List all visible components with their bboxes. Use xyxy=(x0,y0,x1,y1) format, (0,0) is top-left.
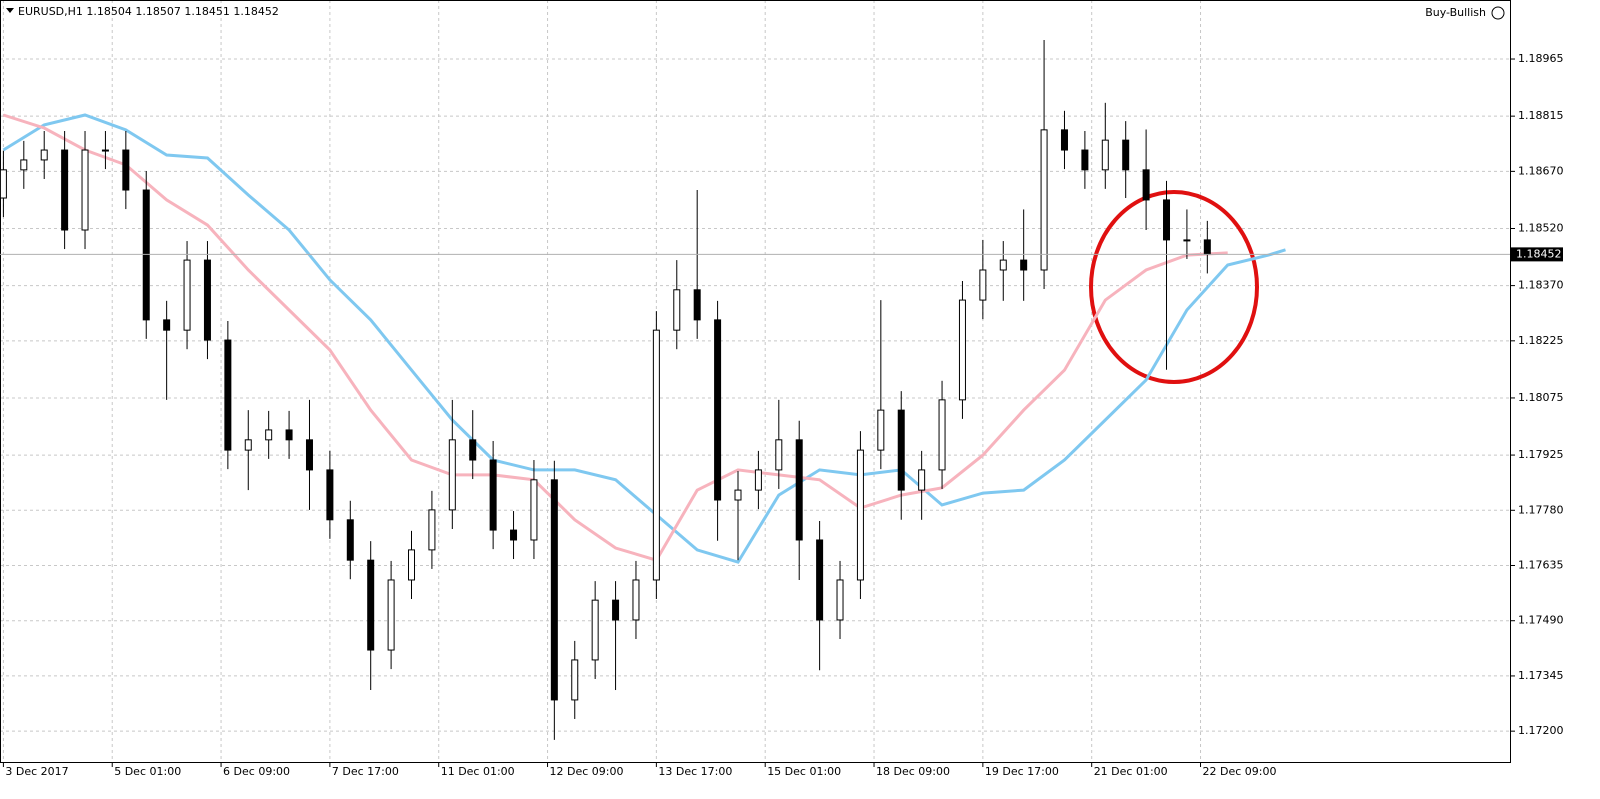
candle-body xyxy=(877,409,885,451)
candle-body xyxy=(816,539,824,621)
x-tick-label: 5 Dec 01:00 xyxy=(114,765,181,778)
candle-body xyxy=(530,479,538,541)
candle-body xyxy=(61,149,69,231)
candle-body xyxy=(999,259,1007,271)
plot-frame xyxy=(0,0,1511,763)
y-tick-label: 1.18225 xyxy=(1518,334,1564,347)
y-tick-label: 1.17345 xyxy=(1518,669,1564,682)
candle-body xyxy=(775,439,783,471)
candle-body xyxy=(958,299,966,401)
y-tick-label: 1.17780 xyxy=(1518,503,1564,516)
candle-body xyxy=(20,159,28,171)
y-tick-label: 1.18075 xyxy=(1518,391,1564,404)
candle-body xyxy=(183,259,191,331)
candle-body xyxy=(673,289,681,331)
x-tick-label: 21 Dec 01:00 xyxy=(1094,765,1168,778)
candle-body xyxy=(40,149,48,161)
candle-body xyxy=(1183,239,1191,242)
x-tick-label: 18 Dec 09:00 xyxy=(876,765,950,778)
candle-body xyxy=(469,439,477,461)
candle-body xyxy=(346,519,354,561)
candle-body xyxy=(591,599,599,661)
candle-body xyxy=(224,339,232,451)
candle-body xyxy=(428,509,436,551)
candle-body xyxy=(550,479,558,701)
x-tick-label: 22 Dec 09:00 xyxy=(1203,765,1277,778)
candle-body xyxy=(1060,129,1068,151)
y-tick-label: 1.18670 xyxy=(1518,164,1564,177)
highlight-circle xyxy=(1089,190,1259,384)
y-tick-label: 1.18370 xyxy=(1518,279,1564,292)
candle-body xyxy=(795,439,803,541)
indicator-label: Buy-Bullish xyxy=(1425,6,1486,19)
x-tick-label: 7 Dec 17:00 xyxy=(332,765,399,778)
y-tick-label: 1.18965 xyxy=(1518,52,1564,65)
y-tick-label: 1.18815 xyxy=(1518,109,1564,122)
candle-body xyxy=(387,579,395,651)
candle-body xyxy=(81,149,89,231)
candle-body xyxy=(754,469,762,491)
y-tick-label: 1.17925 xyxy=(1518,448,1564,461)
candle-body xyxy=(244,439,252,451)
candle-body xyxy=(489,459,497,531)
x-tick-label: 15 Dec 01:00 xyxy=(767,765,841,778)
candle-body xyxy=(693,289,701,321)
collapse-arrow xyxy=(6,8,14,13)
candle-body xyxy=(448,439,456,511)
moving-average-line xyxy=(2,113,1286,564)
y-tick-label: 1.18520 xyxy=(1518,221,1564,234)
candle-body xyxy=(163,319,171,331)
candle-body xyxy=(101,149,109,152)
candle-body xyxy=(571,659,579,701)
chart-title: EURUSD,H1 1.18504 1.18507 1.18451 1.1845… xyxy=(18,5,279,18)
x-tick-label: 3 Dec 2017 xyxy=(5,765,68,778)
candle-body xyxy=(1203,239,1211,255)
candle-body xyxy=(856,449,864,581)
x-tick-label: 19 Dec 17:00 xyxy=(985,765,1059,778)
candle-body xyxy=(0,169,7,199)
candle-body xyxy=(1040,129,1048,271)
candle-body xyxy=(918,469,926,491)
candle-body xyxy=(326,469,334,521)
candle-body xyxy=(305,439,313,471)
candle-body xyxy=(632,579,640,621)
current-price-box xyxy=(1511,247,1563,262)
candle-body xyxy=(1081,149,1089,171)
candle-body xyxy=(510,529,518,541)
x-tick-label: 6 Dec 09:00 xyxy=(223,765,290,778)
candle-body xyxy=(265,429,273,441)
candle-body xyxy=(285,429,293,441)
candle-body xyxy=(1163,199,1171,241)
candle-body xyxy=(897,409,905,491)
candle-body xyxy=(1122,139,1130,171)
y-tick-label: 1.17490 xyxy=(1518,614,1564,627)
current-price-label: 1.18452 xyxy=(1516,247,1562,260)
x-tick-label: 12 Dec 09:00 xyxy=(550,765,624,778)
y-tick-label: 1.17635 xyxy=(1518,559,1564,572)
candle-body xyxy=(938,399,946,471)
candle-body xyxy=(367,559,375,651)
candle-body xyxy=(979,269,987,301)
candle-body xyxy=(652,329,660,581)
smiley-icon xyxy=(1491,6,1505,20)
candle-body xyxy=(203,259,211,341)
candle-body xyxy=(1142,169,1150,201)
candle-body xyxy=(142,189,150,321)
x-tick-label: 13 Dec 17:00 xyxy=(658,765,732,778)
candle-body xyxy=(1020,259,1028,271)
candle-body xyxy=(408,549,416,581)
candle-body xyxy=(612,599,620,621)
candle-body xyxy=(714,319,722,501)
y-tick-label: 1.17200 xyxy=(1518,724,1564,737)
candle-body xyxy=(836,579,844,621)
candle-body xyxy=(122,149,130,191)
x-tick-label: 11 Dec 01:00 xyxy=(441,765,515,778)
candle-body xyxy=(1101,139,1109,171)
moving-average-line xyxy=(2,113,1228,562)
candle-body xyxy=(734,489,742,501)
